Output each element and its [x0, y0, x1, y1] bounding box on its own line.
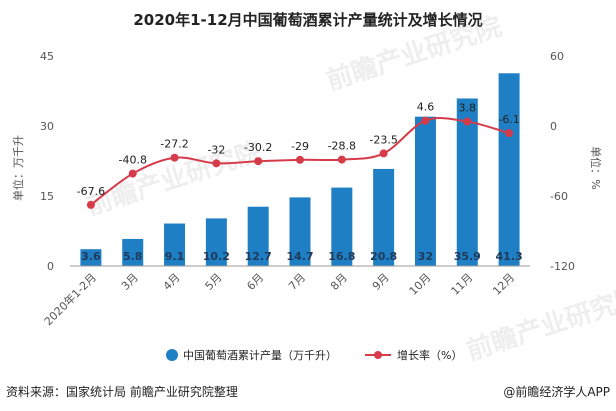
bar — [498, 73, 520, 267]
x-tick-label: 3月 — [119, 271, 141, 293]
bar — [164, 223, 186, 266]
y-left-label: 单位：万千升 — [11, 135, 25, 201]
line-point-label: -29 — [291, 140, 309, 153]
x-tick-label: 10月 — [407, 271, 434, 298]
line-point-label: -23.5 — [369, 133, 397, 146]
bar-labels: 3.6 5.8 9.1 10.2 12.7 14.7 16.8 20.8 32 35.9 41.3 — [81, 250, 523, 263]
footer-source: 资料来源：国家统计局 前瞻产业研究院整理 — [6, 384, 238, 399]
legend: 中国葡萄酒累计产量（万千升） 增长率（%） — [166, 348, 462, 362]
chart-title: 2020年1-12月中国葡萄酒累计产量统计及增长情况 — [133, 11, 482, 29]
y-right-label: 单位：% — [589, 146, 603, 189]
line-point-label: -32 — [207, 143, 225, 156]
x-tick-label: 2020年1-2月 — [41, 270, 99, 328]
x-tick-label: 4月 — [161, 271, 183, 293]
line-point — [128, 169, 137, 178]
bar — [122, 238, 144, 266]
bar — [373, 168, 395, 266]
bars — [80, 73, 520, 267]
y-left-ticks: 0 15 30 45 — [40, 50, 54, 273]
x-tick-label: 5月 — [203, 271, 225, 293]
bar-value-label: 9.1 — [165, 250, 185, 263]
bar-value-label: 20.8 — [370, 250, 397, 263]
x-tick-label: 7月 — [286, 271, 308, 293]
bar-value-label: 35.9 — [454, 250, 481, 263]
y-right-tick-label: -120 — [550, 260, 575, 273]
x-tick-label: 6月 — [244, 271, 266, 293]
bar — [247, 206, 269, 266]
legend-bar-label: 中国葡萄酒累计产量（万千升） — [183, 348, 337, 362]
line-point-label: -27.2 — [160, 138, 188, 151]
line-point — [212, 159, 221, 168]
line-point — [463, 117, 472, 126]
line-point-label: -30.2 — [244, 141, 272, 154]
bar — [414, 116, 436, 267]
line-point — [86, 200, 95, 209]
bar — [331, 187, 353, 266]
y-right-tick-label: -60 — [550, 190, 568, 203]
bar-value-label: 5.8 — [123, 250, 143, 263]
line-point — [505, 129, 514, 138]
line-point-label: 3.8 — [459, 102, 477, 115]
legend-line-label: 增长率（%） — [397, 348, 462, 362]
bar-value-label: 16.8 — [328, 250, 355, 263]
bar-value-label: 32 — [418, 250, 433, 263]
y-right-tick-label: 0 — [550, 120, 557, 133]
line-point-label: -40.8 — [118, 154, 146, 167]
legend-line-marker — [374, 351, 382, 359]
bar — [205, 218, 227, 266]
x-ticks: 2020年1-2月 3月 4月 5月 6月 7月 8月 9月 10月 11月 12月 — [41, 270, 517, 328]
bar-value-label: 14.7 — [286, 250, 313, 263]
bar-value-label: 12.7 — [245, 250, 272, 263]
y-left-tick-label: 15 — [40, 190, 54, 203]
y-right-tick-label: 60 — [550, 50, 564, 63]
line-point — [296, 155, 304, 164]
line-point-labels: -67.6 -40.8 -27.2 -32 -30.2 -29 -28.8 -23.5 4.6 3… — [77, 101, 520, 198]
line-point-label: -6.1 — [498, 113, 519, 126]
x-tick-label: 8月 — [328, 271, 350, 293]
y-left-tick-label: 45 — [40, 50, 54, 63]
y-left-tick-label: 0 — [47, 260, 54, 273]
x-tick-label: 9月 — [370, 271, 392, 293]
x-tick-label: 11月 — [449, 271, 476, 298]
line-point-label: -67.6 — [77, 185, 105, 198]
line-point — [337, 155, 346, 164]
y-right-ticks: 60 0 -60 -120 — [550, 50, 575, 273]
line-point — [254, 157, 263, 166]
footer-brand: @前瞻经济学人APP — [503, 384, 610, 399]
bar-value-label: 3.6 — [81, 250, 101, 263]
bar — [456, 98, 478, 266]
bar-value-label: 41.3 — [496, 250, 523, 263]
legend-bar-swatch — [166, 349, 178, 361]
watermark-3: 前瞻产业研究院 — [463, 281, 616, 367]
y-left-tick-label: 30 — [40, 120, 54, 133]
x-tick-label: 12月 — [490, 271, 517, 298]
line-point — [421, 116, 430, 125]
line-point-label: 4.6 — [417, 101, 435, 114]
bar — [80, 249, 102, 266]
line-point-label: -28.8 — [328, 140, 356, 153]
bar-value-label: 10.2 — [203, 250, 230, 263]
bar — [289, 197, 311, 266]
line-point — [170, 153, 179, 162]
line-points — [86, 116, 514, 209]
line-point — [379, 149, 388, 158]
